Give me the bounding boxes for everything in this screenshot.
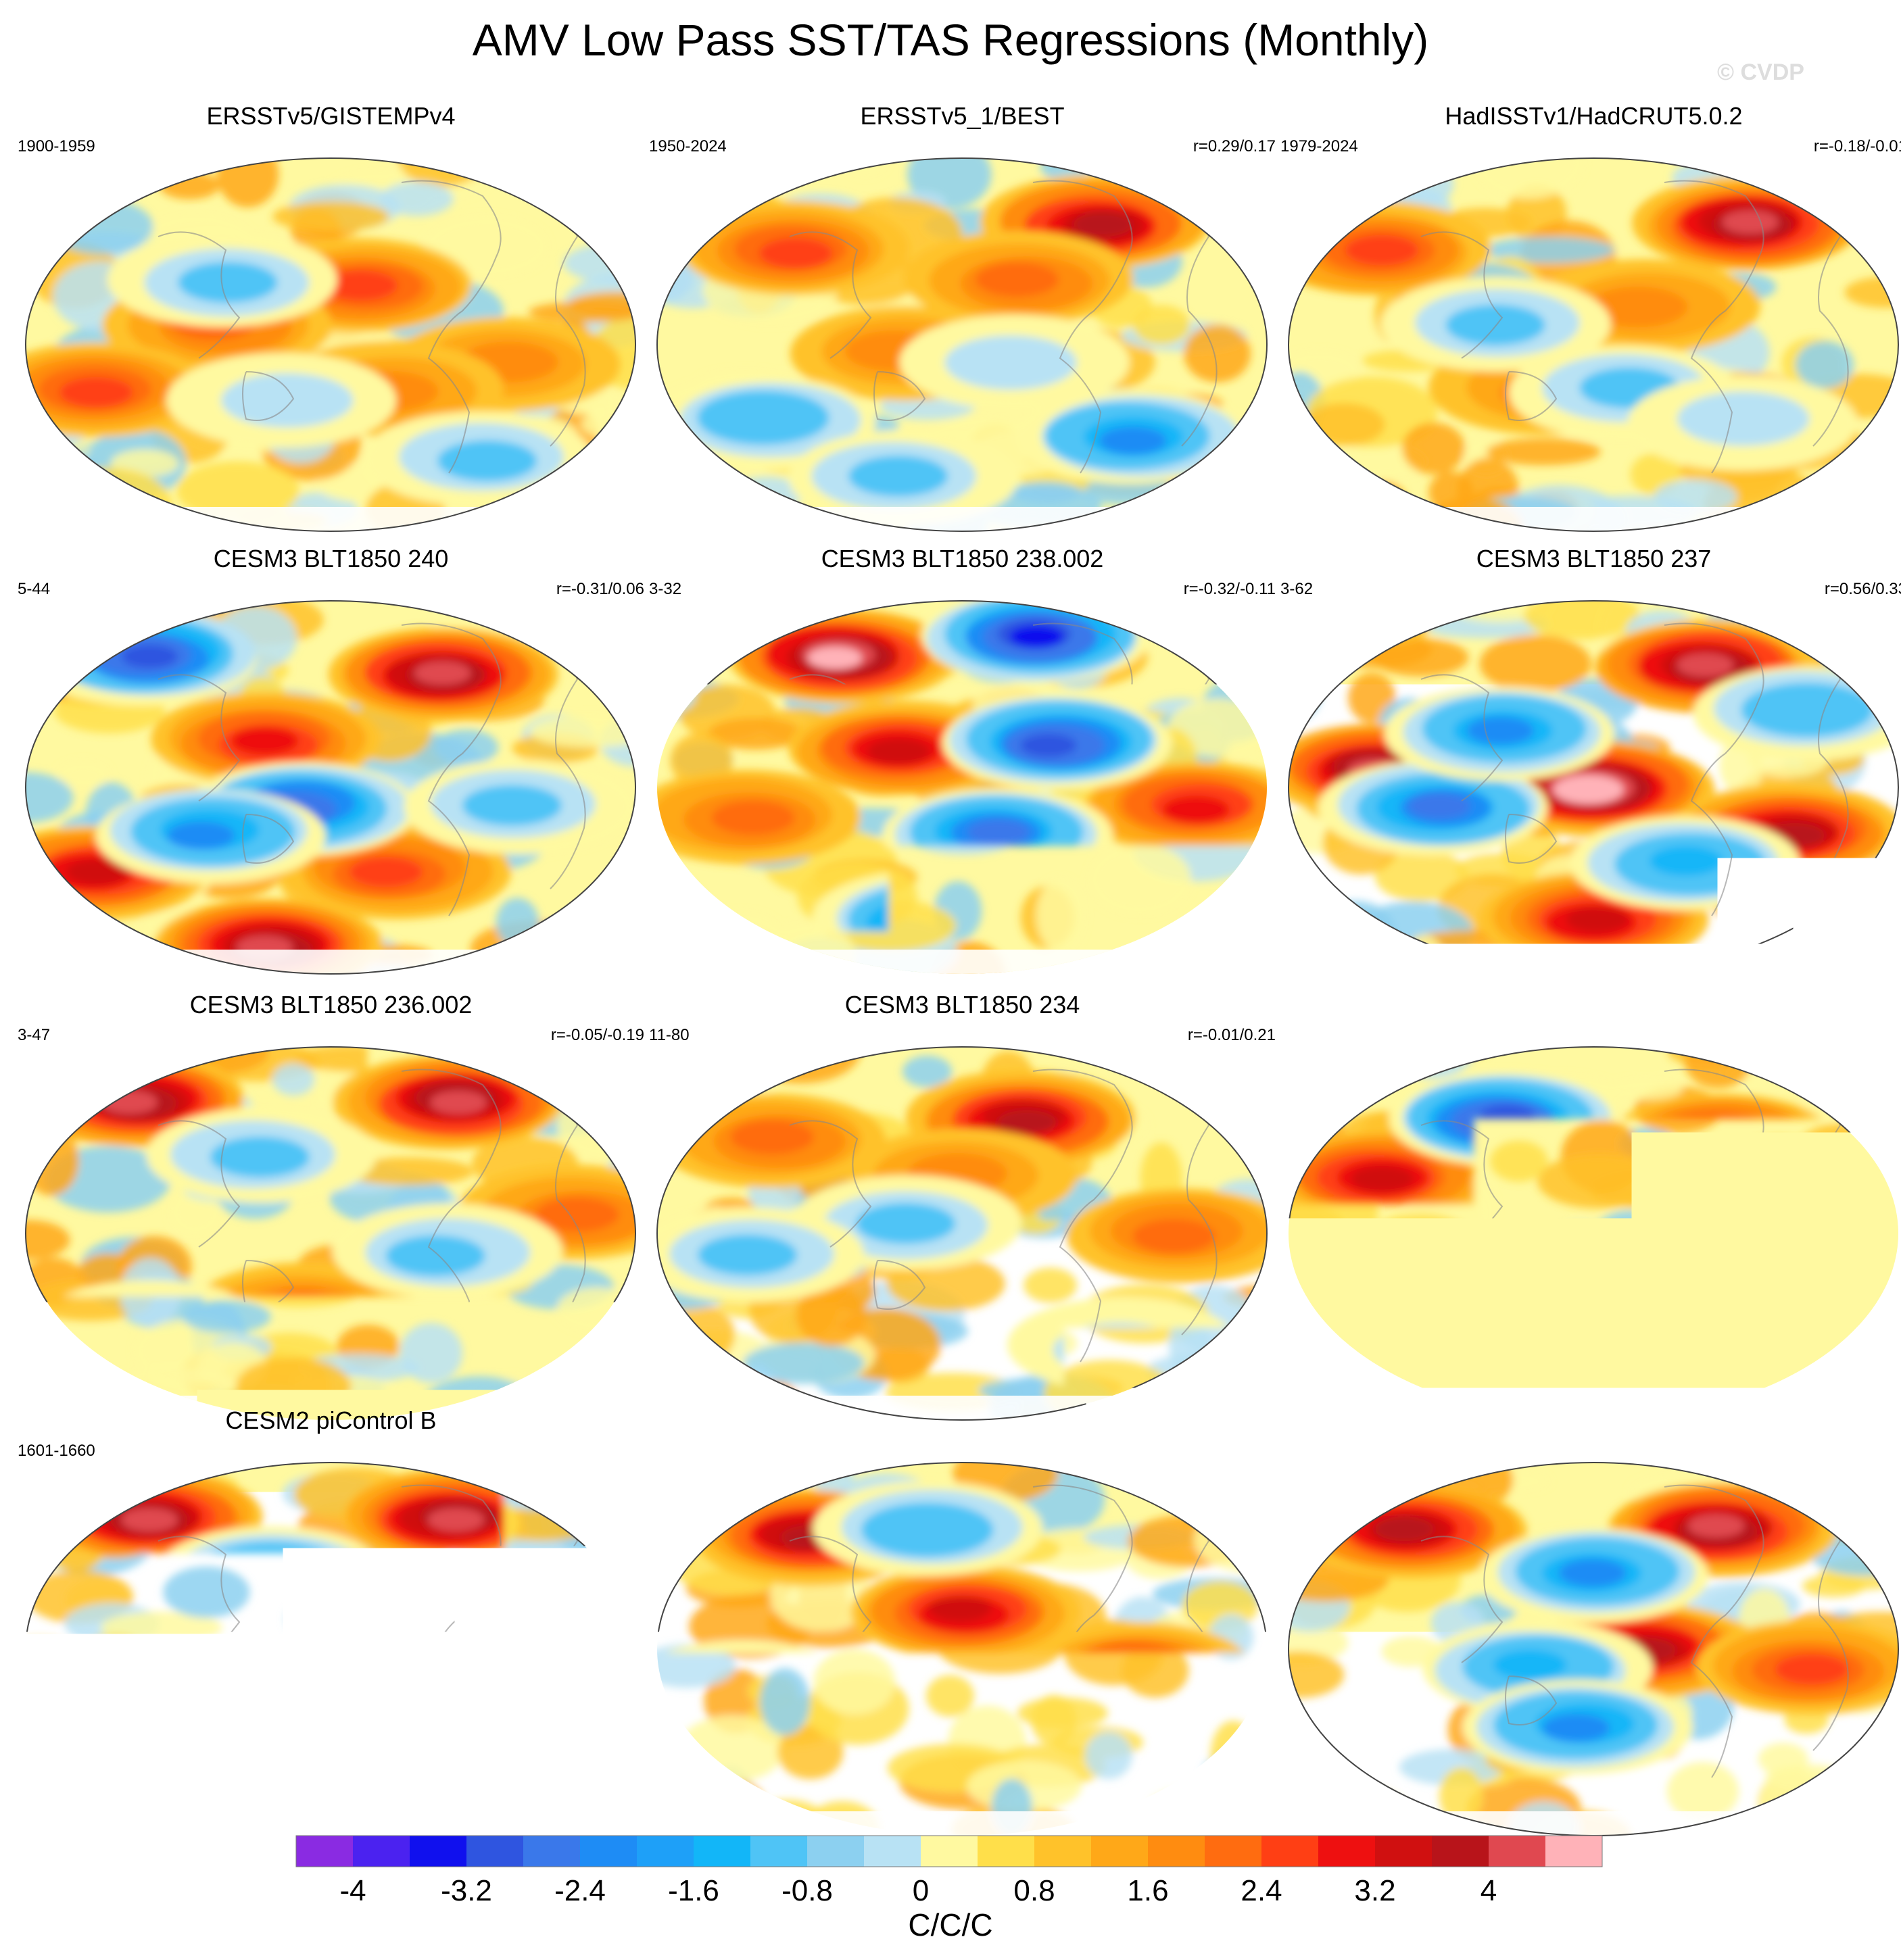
colorbar-tick-label: -0.8 [781,1874,833,1906]
colorbar-swatch [1034,1836,1092,1867]
colorbar-swatch [1148,1836,1205,1867]
colorbar-swatch [466,1836,524,1867]
colorbar-swatch [864,1836,921,1867]
colorbar-tick-label: 0 [913,1874,929,1906]
colorbar-swatch [921,1836,978,1867]
colorbar-swatch [807,1836,865,1867]
colorbar-label: C/C/C [0,1905,1901,1945]
colorbar-swatch [296,1836,354,1867]
colorbar-tick-label: -1.6 [668,1874,719,1906]
colorbar-tick-label: -3.2 [441,1874,492,1906]
colorbar-tick-label: 0.8 [1013,1874,1055,1906]
colorbar-swatch [1091,1836,1149,1867]
colorbar-swatch [523,1836,581,1867]
colorbar-tick-label: 4 [1481,1874,1497,1906]
colorbar-swatch [1318,1836,1376,1867]
colorbar-swatch [1261,1836,1319,1867]
colorbar-swatch [750,1836,808,1867]
colorbar-swatch [1205,1836,1262,1867]
colorbar: -4 -3.2 -2.4 -1.6 -0.8 0 0.8 1.6 2.4 3.2 4 [0,0,1901,1906]
colorbar-swatch [1489,1836,1546,1867]
colorbar-tick-label: -4 [339,1874,366,1906]
colorbar-swatch [353,1836,410,1867]
colorbar-swatch [410,1836,467,1867]
colorbar-tick-label: 2.4 [1241,1874,1282,1906]
colorbar-swatch [1432,1836,1489,1867]
colorbar-swatch [1545,1836,1603,1867]
colorbar-tick-label: 3.2 [1354,1874,1395,1906]
colorbar-swatch [637,1836,694,1867]
colorbar-swatch [1375,1836,1433,1867]
colorbar-swatch [978,1836,1035,1867]
colorbar-swatch [580,1836,637,1867]
colorbar-tick-label: 1.6 [1127,1874,1168,1906]
colorbar-swatch [694,1836,751,1867]
colorbar-tick-label: -2.4 [554,1874,606,1906]
